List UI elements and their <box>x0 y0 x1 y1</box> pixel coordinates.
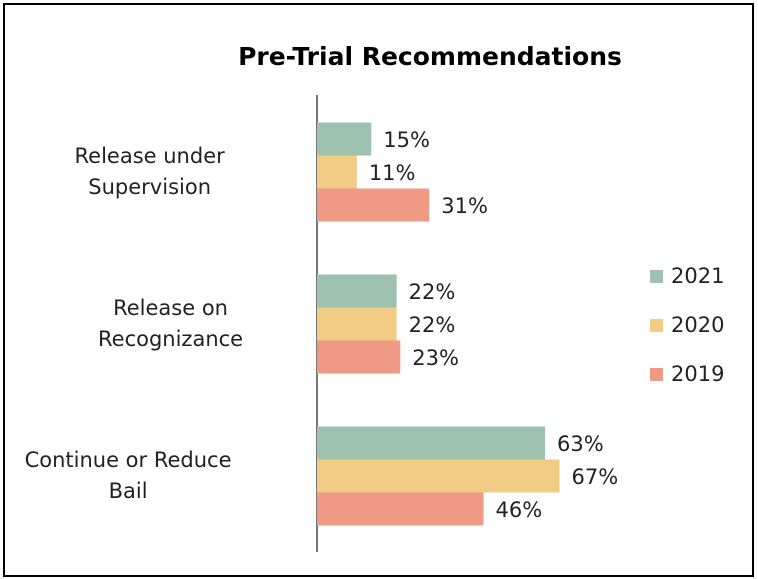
category-label: Release on Recognizance <box>98 296 243 351</box>
category-label: Release under Supervision <box>75 144 226 199</box>
bar <box>317 340 401 374</box>
value-label: 22% <box>409 280 456 304</box>
legend-label: 2019 <box>671 362 724 386</box>
chart-title: Pre-Trial Recommendations <box>238 42 622 71</box>
bar <box>317 426 546 460</box>
legend-label: 2020 <box>671 313 724 337</box>
value-label: 22% <box>409 313 456 337</box>
category-label: Continue or Reduce Bail <box>25 448 232 503</box>
legend-label: 2021 <box>671 264 724 288</box>
bar <box>317 274 397 308</box>
bar <box>317 155 357 189</box>
value-label: 31% <box>441 194 488 218</box>
value-label: 46% <box>496 498 543 522</box>
bar <box>317 307 397 341</box>
bar <box>317 492 484 526</box>
value-label: 11% <box>369 161 416 185</box>
legend-swatch <box>650 368 663 381</box>
legend-swatch <box>650 270 663 283</box>
value-label: 63% <box>557 432 604 456</box>
legend-swatch <box>650 319 663 332</box>
bar <box>317 188 430 222</box>
bar <box>317 122 372 156</box>
value-label: 15% <box>383 128 430 152</box>
bar <box>317 459 560 493</box>
value-label: 23% <box>412 346 459 370</box>
value-label: 67% <box>572 465 619 489</box>
